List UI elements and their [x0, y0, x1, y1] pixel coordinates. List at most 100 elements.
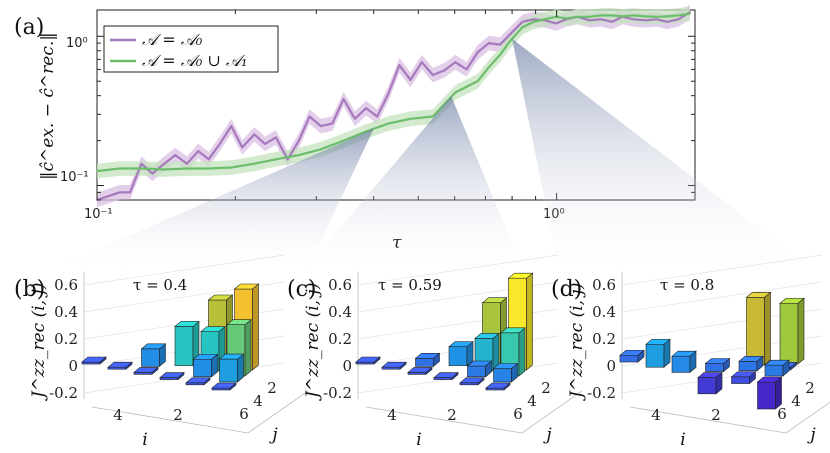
bar-side-face — [252, 283, 259, 371]
i-tick-label: 2 — [173, 406, 183, 424]
j-tick-label: 2 — [541, 379, 551, 397]
series-1-point — [230, 166, 233, 169]
zoom-funnel-0 — [40, 128, 374, 275]
series-0-point — [600, 18, 603, 21]
series-0-point — [454, 61, 457, 64]
bar-top-face — [507, 272, 534, 279]
series-0-point — [151, 172, 154, 175]
series-1-point — [163, 168, 166, 171]
series-0-error-band — [97, 4, 690, 208]
bar-top-face — [738, 356, 764, 362]
series-0-point — [298, 139, 300, 142]
series-0-point — [677, 18, 680, 21]
series-0-point — [275, 136, 277, 139]
bar-4-1 — [671, 350, 697, 374]
series-1-point — [320, 148, 322, 151]
bar-front-face — [757, 381, 776, 410]
i-axis-label: i — [680, 430, 685, 450]
series-1-point — [576, 15, 579, 18]
x-tick-label-0: 10⁻¹ — [84, 207, 113, 222]
series-0-point — [655, 18, 658, 21]
series-0-point — [420, 61, 423, 64]
series-1-point — [298, 154, 300, 157]
bar-top-face — [185, 377, 211, 384]
bar-front-face — [738, 361, 758, 372]
bar-2-2 — [730, 371, 757, 385]
series-0-point — [644, 19, 647, 22]
bar-top-face — [133, 367, 159, 373]
bar-front-face — [493, 368, 512, 383]
series-0-point — [230, 125, 233, 127]
bar-top-face — [697, 372, 723, 378]
bar-front-face — [141, 348, 160, 367]
panel-a-error-bands — [97, 4, 690, 208]
series-0-point — [342, 98, 345, 100]
bar-front-face — [193, 358, 212, 378]
bar-front-face — [467, 365, 486, 378]
bar-front-face — [645, 343, 665, 368]
bar-top-face — [645, 338, 671, 345]
bar-2-2 — [466, 360, 493, 378]
series-1-point — [632, 14, 635, 17]
panel-d-title: τ = 0.8 — [660, 276, 714, 294]
bar-top-face — [459, 377, 485, 384]
z-tick-label: 0.6 — [592, 276, 616, 294]
series-1-point — [600, 14, 603, 17]
bar-top-face — [355, 356, 381, 363]
series-0-point — [521, 20, 524, 23]
bar-top-face — [81, 356, 107, 363]
bar-1-1 — [485, 382, 511, 391]
bar-front-face — [671, 355, 691, 373]
series-1-point — [454, 91, 457, 94]
i-tick-label: 4 — [387, 406, 397, 424]
bar-6-1 — [619, 349, 645, 363]
j-tick-label: 6 — [513, 405, 523, 423]
series-0-point — [555, 22, 557, 25]
bar-top-face — [174, 321, 200, 327]
series-0-point — [487, 42, 490, 44]
bar-side-face — [244, 319, 252, 377]
z-tick-label: 0 — [68, 357, 78, 375]
bar-front-face — [731, 376, 750, 384]
bar-top-face — [756, 376, 783, 383]
bar-top-face — [671, 350, 697, 357]
i-tick-label: 2 — [447, 406, 457, 424]
z-axis-label: J^zz_rec (i, j) — [29, 283, 49, 401]
bar-top-face — [140, 343, 167, 350]
series-1-point — [342, 139, 345, 142]
bar-top-face — [207, 294, 234, 301]
series-0-point — [588, 19, 591, 22]
floor-edge — [91, 390, 309, 434]
bar-top-face — [448, 341, 474, 347]
i-axis-label: i — [142, 430, 147, 450]
z-tick-label: -0.2 — [587, 384, 616, 402]
bar-top-face — [407, 367, 433, 373]
i-tick-label: 2 — [711, 406, 721, 424]
bar-3-3 — [448, 341, 474, 367]
bar-front-face — [415, 357, 434, 367]
z-axis-label: J^zz_rec (i, j) — [303, 283, 323, 401]
bar-3-1 — [159, 371, 185, 381]
i-tick-label: 4 — [113, 406, 123, 424]
bar-5-1 — [107, 361, 133, 370]
series-0-point — [308, 115, 311, 118]
bar-3-3 — [174, 320, 200, 367]
bar-front-face — [697, 377, 717, 395]
series-0-point — [331, 122, 334, 125]
zoom-funnel-1 — [300, 96, 525, 275]
series-1-point — [387, 122, 390, 125]
series-1-point — [644, 15, 647, 18]
series-0-point — [532, 18, 535, 21]
z-tick-label: 0.4 — [54, 303, 78, 321]
bar-top-face — [159, 372, 185, 378]
bar-front-face — [174, 326, 194, 366]
bar-1-2 — [756, 376, 783, 410]
z-tick-label: 0.4 — [592, 303, 616, 321]
bar-top-face — [745, 292, 772, 298]
panel-c-label: (c) — [287, 277, 317, 302]
bar-side-face — [518, 327, 526, 377]
series-1-point — [611, 14, 613, 17]
